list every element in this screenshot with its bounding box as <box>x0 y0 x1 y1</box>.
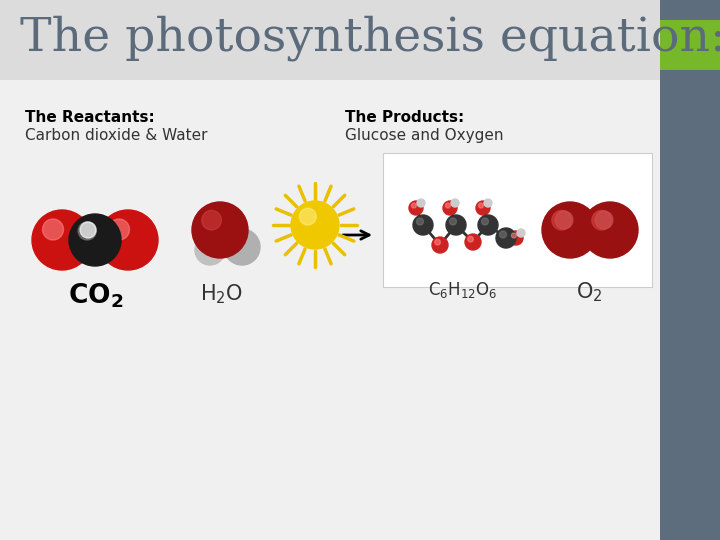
Circle shape <box>416 218 423 225</box>
Circle shape <box>202 211 222 230</box>
Text: Carbon dioxide & Water: Carbon dioxide & Water <box>25 128 207 143</box>
Circle shape <box>195 235 225 265</box>
Circle shape <box>411 203 416 208</box>
Circle shape <box>552 211 572 230</box>
Circle shape <box>555 211 573 229</box>
Circle shape <box>69 214 121 266</box>
Circle shape <box>98 210 158 270</box>
Circle shape <box>435 239 441 245</box>
Circle shape <box>476 201 490 215</box>
Circle shape <box>291 201 339 249</box>
Circle shape <box>109 219 130 240</box>
Circle shape <box>509 231 523 245</box>
Circle shape <box>582 202 638 258</box>
Circle shape <box>78 222 96 240</box>
Circle shape <box>417 199 425 207</box>
Circle shape <box>478 215 498 235</box>
Circle shape <box>42 219 63 240</box>
Circle shape <box>592 211 611 230</box>
Circle shape <box>432 237 448 253</box>
FancyBboxPatch shape <box>660 0 720 540</box>
Circle shape <box>479 203 483 208</box>
Circle shape <box>224 229 260 265</box>
Circle shape <box>446 203 450 208</box>
Circle shape <box>32 210 92 270</box>
Text: $\mathbf{CO_2}$: $\mathbf{CO_2}$ <box>68 282 123 310</box>
FancyBboxPatch shape <box>0 0 660 80</box>
Text: The Products:: The Products: <box>345 110 464 125</box>
Circle shape <box>300 208 316 225</box>
Circle shape <box>500 231 506 238</box>
Circle shape <box>409 201 423 215</box>
Circle shape <box>517 229 525 237</box>
Circle shape <box>465 234 481 250</box>
Text: C$_6$H$_{12}$O$_6$: C$_6$H$_{12}$O$_6$ <box>428 280 498 300</box>
Circle shape <box>230 234 243 247</box>
Circle shape <box>511 233 516 238</box>
Circle shape <box>192 202 248 258</box>
FancyBboxPatch shape <box>383 153 652 287</box>
Text: The photosynthesis equation:: The photosynthesis equation: <box>20 15 720 61</box>
Text: H$_2$O: H$_2$O <box>200 282 243 306</box>
Text: O$_2$: O$_2$ <box>576 280 603 303</box>
Text: The Reactants:: The Reactants: <box>25 110 155 125</box>
Circle shape <box>451 199 459 207</box>
Circle shape <box>484 199 492 207</box>
Circle shape <box>80 222 96 238</box>
Circle shape <box>542 202 598 258</box>
FancyBboxPatch shape <box>660 20 720 70</box>
Circle shape <box>413 215 433 235</box>
Circle shape <box>443 201 457 215</box>
Circle shape <box>482 218 488 225</box>
Circle shape <box>468 237 474 242</box>
Circle shape <box>446 215 466 235</box>
Circle shape <box>496 228 516 248</box>
Circle shape <box>449 218 456 225</box>
Text: Glucose and Oxygen: Glucose and Oxygen <box>345 128 503 143</box>
Circle shape <box>200 240 211 250</box>
Circle shape <box>595 211 613 229</box>
